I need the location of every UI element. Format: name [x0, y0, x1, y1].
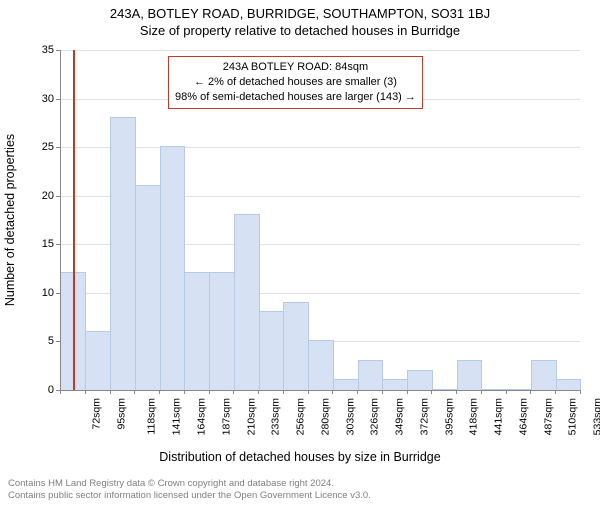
- footer: Contains HM Land Registry data © Crown c…: [8, 478, 371, 502]
- annotation-box: 243A BOTLEY ROAD: 84sqm← 2% of detached …: [168, 56, 423, 109]
- bar: [283, 302, 309, 390]
- x-tick-label: 464sqm: [517, 398, 529, 435]
- x-tick-label: 441sqm: [493, 398, 505, 435]
- x-tick: [184, 390, 185, 394]
- bar: [382, 379, 408, 390]
- x-tick-label: 395sqm: [443, 398, 455, 435]
- y-tick-label: 15: [14, 238, 54, 250]
- x-tick: [506, 390, 507, 394]
- bar: [184, 272, 210, 390]
- page-title: 243A, BOTLEY ROAD, BURRIDGE, SOUTHAMPTON…: [0, 6, 600, 21]
- y-tick-label: 25: [14, 141, 54, 153]
- annotation-line: ← 2% of detached houses are smaller (3): [175, 75, 416, 90]
- x-tick: [555, 390, 556, 394]
- bar: [209, 272, 235, 390]
- y-tick: [56, 147, 60, 148]
- x-tick: [159, 390, 160, 394]
- bar: [556, 379, 582, 390]
- y-axis-title: Number of detached properties: [3, 134, 17, 306]
- y-tick-label: 20: [14, 190, 54, 202]
- annotation-line: 98% of semi-detached houses are larger (…: [175, 90, 416, 105]
- bar: [160, 146, 186, 390]
- grid-line: [60, 147, 580, 148]
- grid-line: [60, 50, 580, 51]
- x-tick-label: 487sqm: [542, 398, 554, 435]
- bar: [407, 370, 433, 390]
- y-tick-label: 5: [14, 335, 54, 347]
- bar: [85, 331, 111, 390]
- x-tick: [258, 390, 259, 394]
- x-tick-label: 210sqm: [245, 398, 257, 435]
- x-tick-label: 510sqm: [567, 398, 579, 435]
- y-tick: [56, 293, 60, 294]
- y-tick-label: 10: [14, 287, 54, 299]
- plot-area: 243A BOTLEY ROAD: 84sqm← 2% of detached …: [60, 50, 580, 390]
- x-tick: [357, 390, 358, 394]
- y-tick-label: 30: [14, 93, 54, 105]
- x-tick-label: 233sqm: [270, 398, 282, 435]
- x-tick-label: 280sqm: [319, 398, 331, 435]
- bar: [358, 360, 384, 390]
- x-tick: [283, 390, 284, 394]
- x-axis-title: Distribution of detached houses by size …: [0, 450, 600, 464]
- bar: [110, 117, 136, 390]
- x-tick: [134, 390, 135, 394]
- bar: [308, 340, 334, 390]
- x-tick: [110, 390, 111, 394]
- x-tick: [431, 390, 432, 394]
- x-tick: [209, 390, 210, 394]
- x-tick-label: 187sqm: [220, 398, 232, 435]
- x-tick: [233, 390, 234, 394]
- x-tick: [456, 390, 457, 394]
- x-tick-label: 256sqm: [294, 398, 306, 435]
- y-tick-label: 0: [14, 384, 54, 396]
- bar: [531, 360, 557, 390]
- footer-line: Contains HM Land Registry data © Crown c…: [8, 478, 371, 490]
- x-tick-label: 118sqm: [145, 398, 157, 435]
- x-tick: [332, 390, 333, 394]
- x-tick-label: 164sqm: [195, 398, 207, 435]
- x-tick: [530, 390, 531, 394]
- x-tick-label: 141sqm: [171, 398, 183, 435]
- x-tick-label: 303sqm: [344, 398, 356, 435]
- annotation-line: 243A BOTLEY ROAD: 84sqm: [175, 60, 416, 75]
- page-subtitle: Size of property relative to detached ho…: [0, 23, 600, 38]
- bar: [259, 311, 285, 390]
- y-axis: [60, 50, 61, 390]
- x-tick: [481, 390, 482, 394]
- x-tick: [407, 390, 408, 394]
- x-tick: [580, 390, 581, 394]
- x-tick-label: 418sqm: [468, 398, 480, 435]
- chart: 243A BOTLEY ROAD: 84sqm← 2% of detached …: [0, 50, 600, 450]
- footer-line: Contains public sector information licen…: [8, 490, 371, 502]
- y-tick: [56, 99, 60, 100]
- marker-line: [73, 50, 75, 390]
- bar: [333, 379, 359, 390]
- x-tick-label: 326sqm: [369, 398, 381, 435]
- bar: [135, 185, 161, 390]
- x-tick: [308, 390, 309, 394]
- bar: [234, 214, 260, 390]
- y-tick: [56, 196, 60, 197]
- x-tick-label: 533sqm: [592, 398, 600, 435]
- bar: [457, 360, 483, 390]
- x-tick-label: 72sqm: [91, 398, 103, 430]
- y-tick-label: 35: [14, 44, 54, 56]
- x-axis: [60, 390, 580, 391]
- x-tick: [382, 390, 383, 394]
- x-tick: [60, 390, 61, 394]
- x-tick-label: 372sqm: [418, 398, 430, 435]
- y-tick: [56, 341, 60, 342]
- y-tick: [56, 50, 60, 51]
- x-tick-label: 95sqm: [115, 398, 127, 430]
- y-tick: [56, 244, 60, 245]
- x-tick-label: 349sqm: [394, 398, 406, 435]
- x-tick: [85, 390, 86, 394]
